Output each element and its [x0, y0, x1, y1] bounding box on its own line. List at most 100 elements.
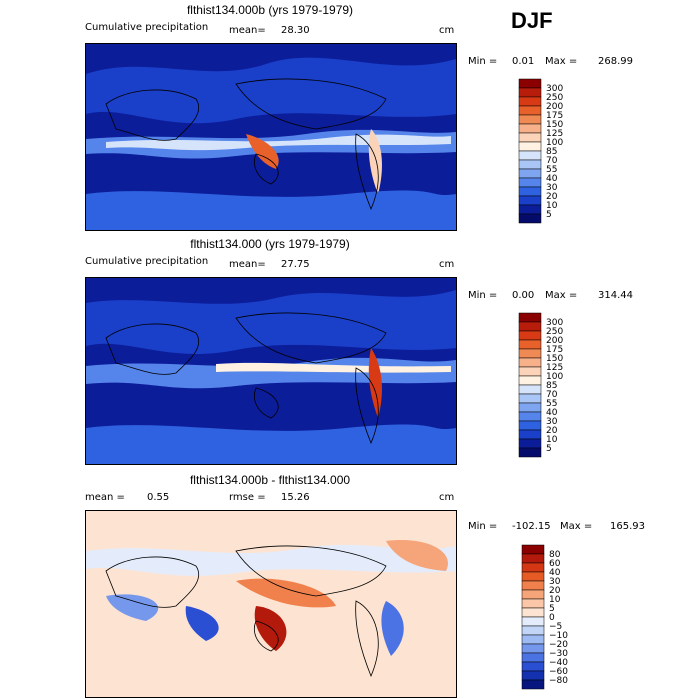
panel-1-min-value: 0.01 [512, 56, 535, 67]
colorbar-tick-label: 250 [546, 93, 563, 103]
colorbar-swatch [518, 429, 542, 440]
field-band [86, 424, 456, 464]
colorbar-swatch [521, 589, 545, 600]
colorbar-swatch [518, 204, 542, 215]
field-band [86, 290, 456, 355]
colorbar-tick-label: 40 [546, 408, 558, 418]
coastline [254, 387, 279, 419]
colorbar-swatch [518, 357, 542, 368]
panel-3-mean-value: 0.55 [147, 492, 170, 503]
colorbar-tick-label: 175 [546, 345, 563, 355]
colorbar-swatch [521, 625, 545, 636]
coastline [105, 89, 199, 141]
colorbar-swatch [518, 159, 542, 170]
panel-2-max-label: Max = [545, 290, 578, 301]
panel-2-colorbar: 300 250 200 175 150 125 100 85 70 55 40 30 20 10 5 [518, 312, 599, 459]
colorbar-tick-label: 80 [549, 550, 561, 560]
colorbar-tick-label: 200 [546, 336, 563, 346]
colorbar-swatch [521, 553, 545, 564]
panel-3-max-label: Max = [560, 521, 593, 532]
panel-3-min-value: -102.15 [512, 521, 551, 532]
colorbar-tick-label: 5 [546, 210, 552, 220]
field-band [86, 357, 456, 389]
colorbar-swatch [521, 580, 545, 591]
colorbar-tick-label: −60 [549, 667, 568, 677]
panel-3-rmse-label: rmse = [229, 492, 266, 503]
field-band [106, 134, 451, 151]
colorbar-tick-label: 150 [546, 354, 563, 364]
coastline [355, 133, 379, 211]
colorbar-swatch [518, 321, 542, 332]
panel-1-field-label: Cumulative precipitation [85, 22, 209, 33]
panel-2-units: cm [439, 259, 455, 270]
coastline [254, 153, 279, 185]
colorbar-swatch [518, 177, 542, 188]
colorbar-tick-label: 10 [546, 201, 558, 211]
colorbar-tick-label: 125 [546, 363, 563, 373]
panel-3-rmse-value: 15.26 [281, 492, 310, 503]
colorbar-tick-label: 0 [549, 613, 555, 623]
coastline [235, 545, 387, 597]
colorbar-swatch [521, 607, 545, 618]
panel-1-max-label: Max = [545, 56, 578, 67]
colorbar-tick-label: 70 [546, 390, 558, 400]
panel-1-max-value: 268.99 [598, 56, 633, 67]
colorbar-swatch [521, 661, 545, 672]
colorbar-tick-label: 20 [549, 586, 561, 596]
colorbar-tick-label: 175 [546, 111, 563, 121]
colorbar-swatch [518, 96, 542, 107]
coastline [254, 620, 279, 652]
colorbar-tick-label: −30 [549, 649, 568, 659]
field-blob [185, 606, 219, 641]
colorbar-tick-label: −5 [549, 622, 562, 632]
panel-2-coastlines [105, 312, 387, 445]
colorbar-swatch [518, 195, 542, 206]
colorbar-swatch [518, 141, 542, 152]
colorbar-tick-label: 85 [546, 147, 557, 157]
panel-1-title: flthist134.000b (yrs 1979-1979) [186, 3, 354, 17]
panel-3-title: flthist134.000b - flthist134.000 [189, 473, 351, 487]
colorbar-swatch [518, 366, 542, 377]
season-label: DJF [511, 8, 553, 33]
panel-2-min-label: Min = [468, 290, 498, 301]
colorbar-swatch [521, 634, 545, 645]
colorbar-tick-label: 30 [549, 577, 561, 587]
field-blob [236, 578, 336, 608]
field-band [86, 190, 456, 230]
panel-2-precip-field [86, 278, 456, 464]
field-blob [368, 348, 382, 418]
colorbar-tick-label: 20 [546, 426, 558, 436]
colorbar-tick-label: 85 [546, 381, 557, 391]
field-band [86, 57, 456, 124]
colorbar-swatch [518, 447, 542, 458]
colorbar-tick-label: 150 [546, 120, 563, 130]
colorbar-swatch [518, 330, 542, 341]
field-blob [106, 594, 159, 621]
colorbar-tick-label: 300 [546, 84, 563, 94]
colorbar-swatch [521, 670, 545, 681]
colorbar-tick-label: 55 [546, 165, 557, 175]
colorbar-swatch [518, 402, 542, 413]
field-blob [381, 601, 404, 656]
coastline [235, 312, 387, 364]
colorbar-swatch [518, 438, 542, 449]
panel-2-map [85, 277, 457, 465]
colorbar-swatch [518, 411, 542, 422]
panel-1-coastlines [105, 78, 387, 211]
colorbar-swatch [518, 420, 542, 431]
colorbar-tick-label: 70 [546, 156, 558, 166]
colorbar-tick-label: −80 [549, 676, 568, 686]
colorbar-swatch [521, 598, 545, 609]
colorbar-swatch [518, 375, 542, 386]
panel-2-map-svg [86, 278, 456, 464]
field-band [86, 544, 456, 576]
panel-1-min-label: Min = [468, 56, 498, 67]
colorbar-swatch [518, 150, 542, 161]
panel-2-mean-label: mean= [229, 259, 266, 270]
colorbar-tick-label: 30 [546, 183, 558, 193]
panel-1-mean-label: mean= [229, 25, 266, 36]
panel-3-colorbar: 80 60 40 30 20 10 5 0 −5 −10 −20 −30 −40 −60 −80 [521, 544, 602, 691]
colorbar-swatch [518, 168, 542, 179]
colorbar-swatch [521, 643, 545, 654]
field-band [86, 659, 456, 697]
